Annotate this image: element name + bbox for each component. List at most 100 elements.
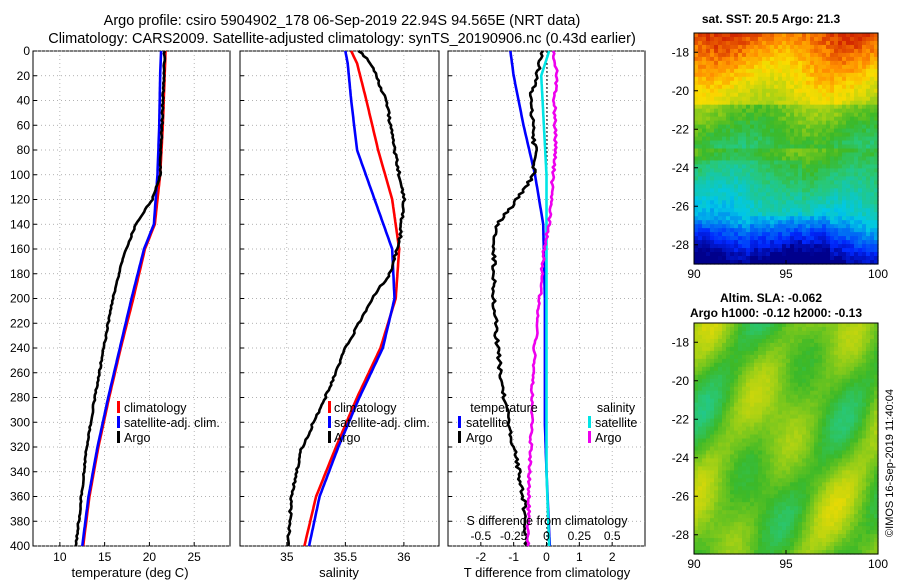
map-cell xyxy=(698,144,703,150)
map-cell xyxy=(858,422,863,428)
map-cell xyxy=(706,346,711,352)
map-cell xyxy=(834,224,839,229)
map-cell xyxy=(834,160,839,166)
map-cell xyxy=(830,470,835,475)
map-cell xyxy=(850,232,855,237)
sla-map-panel: Altim. SLA: -0.062 Argo h1000: -0.12 h20… xyxy=(672,291,889,571)
map-cell xyxy=(798,168,803,173)
map-cell xyxy=(722,390,727,396)
map-cell xyxy=(770,244,775,249)
map-cell xyxy=(742,390,747,396)
map-cell xyxy=(806,36,811,42)
map-cell xyxy=(782,454,787,460)
map-cell xyxy=(818,168,823,173)
map-cell xyxy=(730,414,735,420)
map-cell xyxy=(698,100,703,106)
map-cell xyxy=(722,410,727,416)
map-cell xyxy=(706,454,711,460)
map-cell xyxy=(854,72,859,78)
map-cell xyxy=(838,434,843,440)
map-cell xyxy=(718,252,723,257)
map-cell xyxy=(766,76,771,82)
map-cell xyxy=(798,140,803,146)
map-cell xyxy=(726,362,731,368)
map-cell xyxy=(850,208,855,213)
map-cell xyxy=(794,204,799,209)
map-cell xyxy=(762,184,767,189)
map-cell xyxy=(694,184,699,189)
map-cell xyxy=(702,72,707,78)
map-cell xyxy=(794,72,799,78)
map-cell xyxy=(742,92,747,98)
map-cell xyxy=(786,362,791,368)
map-cell xyxy=(726,422,731,428)
map-cell xyxy=(774,256,779,261)
map-cell xyxy=(762,172,767,177)
map-cell xyxy=(794,478,799,483)
map-cell xyxy=(766,410,771,416)
map-cell xyxy=(714,470,719,475)
map-cell xyxy=(818,260,823,265)
map-cell xyxy=(766,68,771,74)
map-cell xyxy=(798,462,803,467)
map-cell xyxy=(802,438,807,444)
map-cell xyxy=(830,386,835,392)
map-cell xyxy=(726,188,731,193)
map-cell xyxy=(734,326,739,332)
map-cell xyxy=(762,326,767,332)
map-cell xyxy=(822,232,827,237)
map-cell xyxy=(778,68,783,74)
map-cell xyxy=(758,160,763,166)
map-cell xyxy=(802,144,807,150)
map-cell xyxy=(734,240,739,245)
map-cell xyxy=(798,386,803,392)
map-cell xyxy=(866,192,871,197)
map-cell xyxy=(838,438,843,444)
map-cell xyxy=(842,64,847,70)
map-cell xyxy=(730,482,735,487)
map-cell xyxy=(738,196,743,201)
map-cell xyxy=(742,330,747,336)
map-cell xyxy=(754,330,759,336)
map-cell xyxy=(810,248,815,253)
map-cell xyxy=(762,232,767,237)
map-cell xyxy=(746,148,751,154)
map-cell xyxy=(846,96,851,102)
map-cell xyxy=(858,414,863,420)
map-cell xyxy=(798,454,803,460)
map-cell xyxy=(850,434,855,440)
map-cell xyxy=(814,108,819,114)
map-cell xyxy=(874,402,879,408)
map-cell xyxy=(706,116,711,122)
map-cell xyxy=(734,216,739,221)
map-cell xyxy=(758,490,763,495)
map-cell xyxy=(790,52,795,58)
map-cell xyxy=(730,232,735,237)
map-cell xyxy=(846,228,851,233)
map-cell xyxy=(726,394,731,400)
map-cell xyxy=(790,172,795,177)
map-cell xyxy=(818,104,823,110)
map-cell xyxy=(858,200,863,205)
map-cell xyxy=(734,208,739,213)
map-cell xyxy=(710,152,715,158)
map-cell xyxy=(734,490,739,495)
map-cell xyxy=(806,342,811,348)
map-cell xyxy=(866,256,871,261)
map-cell xyxy=(766,48,771,54)
map-cell xyxy=(778,108,783,114)
map-cell xyxy=(738,240,743,245)
map-cell xyxy=(810,454,815,460)
map-cell xyxy=(726,410,731,416)
map-cell xyxy=(710,346,715,352)
map-cell xyxy=(714,450,719,456)
map-cell xyxy=(858,398,863,404)
map-cell xyxy=(862,144,867,150)
map-cell xyxy=(774,366,779,372)
map-cell xyxy=(846,180,851,185)
map-cell xyxy=(770,450,775,456)
map-cell xyxy=(814,112,819,118)
map-cell xyxy=(766,354,771,360)
map-cell xyxy=(866,152,871,158)
map-cell xyxy=(802,478,807,483)
